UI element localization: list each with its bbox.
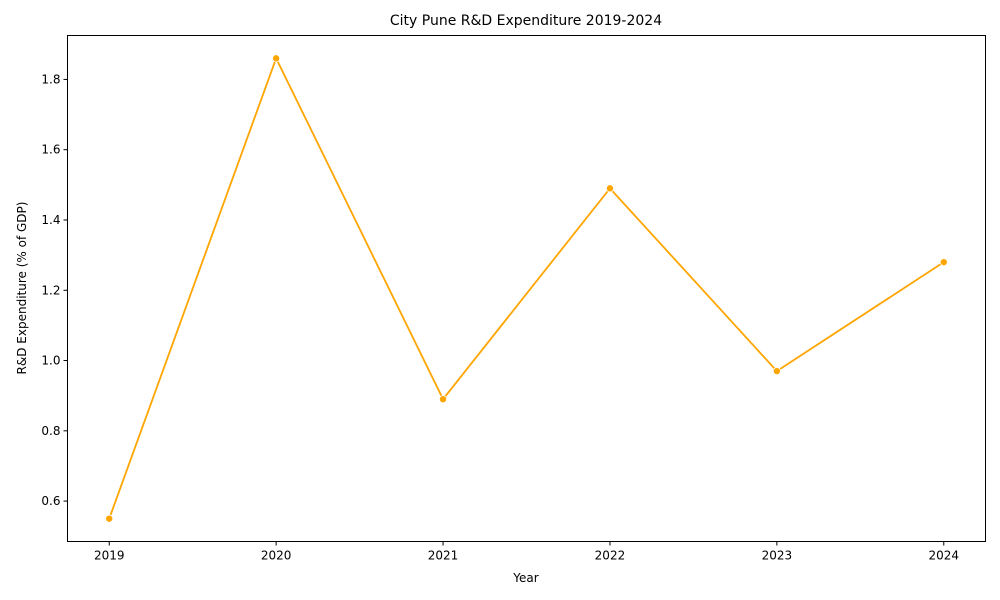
data-point (605, 184, 614, 193)
plot-area-frame (67, 35, 986, 542)
x-axis-label: Year (512, 571, 538, 585)
series-markers (105, 54, 948, 523)
data-point (272, 54, 281, 63)
y-axis: 0.6 0.8 1.0 1.2 1.4 1.6 1.8 (41, 72, 68, 508)
data-point (439, 395, 448, 404)
x-tick-label: 2022 (595, 549, 626, 563)
y-tick-label: 1.0 (41, 354, 60, 368)
x-axis: 2019 2020 2021 2022 2023 2024 (94, 541, 959, 563)
y-tick-label: 1.8 (41, 72, 60, 86)
data-point (939, 258, 948, 267)
series-line (108, 56, 945, 519)
x-tick-label: 2019 (94, 549, 125, 563)
y-tick-label: 1.2 (41, 283, 60, 297)
y-tick-label: 0.6 (41, 494, 60, 508)
x-tick-label: 2024 (928, 549, 959, 563)
y-axis-label: R&D Expenditure (% of GDP) (15, 202, 29, 375)
chart-title: City Pune R&D Expenditure 2019-2024 (390, 13, 662, 29)
data-point (105, 514, 114, 523)
x-tick-label: 2021 (428, 549, 459, 563)
y-tick-label: 1.4 (41, 213, 60, 227)
y-tick-label: 1.6 (41, 143, 60, 157)
y-tick-label: 0.8 (41, 424, 60, 438)
x-tick-label: 2023 (762, 549, 793, 563)
x-tick-label: 2020 (261, 549, 292, 563)
data-point (772, 367, 781, 376)
